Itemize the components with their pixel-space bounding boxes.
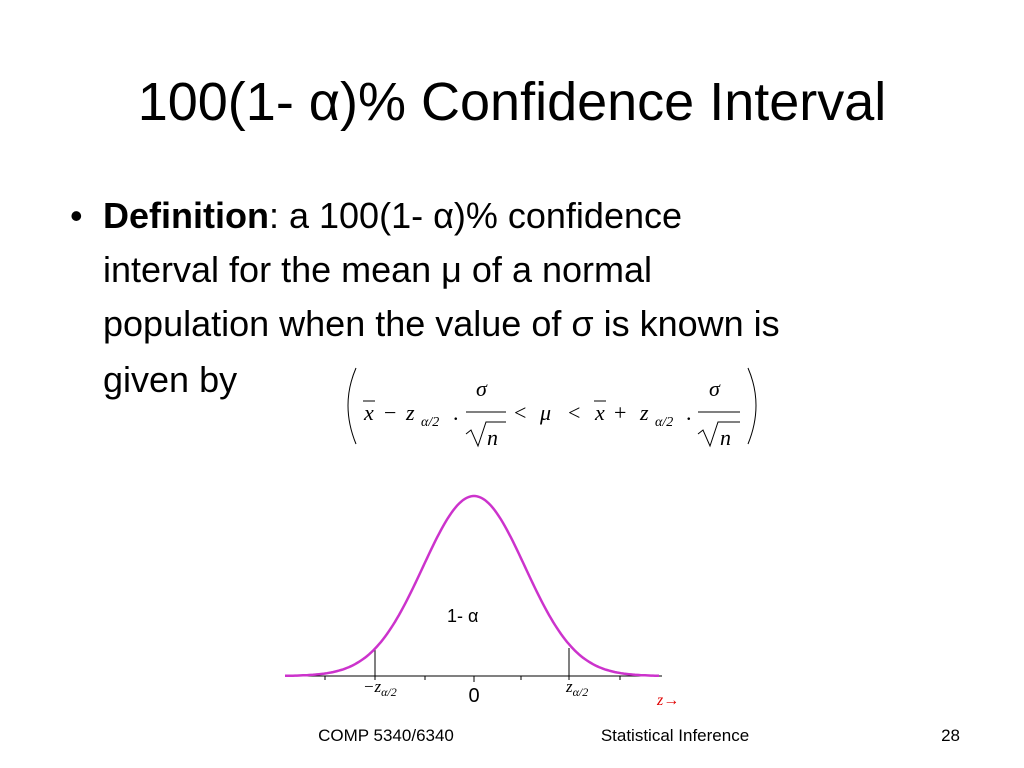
subscript: α/2 xyxy=(381,685,397,699)
formula-token: < xyxy=(568,400,580,425)
line-text: : a 100(1- α)% confidence xyxy=(269,195,682,236)
z: z xyxy=(565,677,573,696)
formula-token: . xyxy=(686,400,692,425)
formula-token: − xyxy=(384,400,396,425)
critical-label: zα/2 xyxy=(565,677,588,699)
sqrt xyxy=(697,421,740,448)
bullet-line: population when the value of σ is known … xyxy=(103,303,780,344)
z: −z xyxy=(363,677,381,696)
formula-token: μ xyxy=(539,400,551,425)
zero-label: 0 xyxy=(468,685,479,707)
formula-token: σ xyxy=(476,376,488,401)
formula-token: < xyxy=(514,400,526,425)
formula-token: α/2 xyxy=(421,415,439,430)
paren xyxy=(347,367,357,445)
formula-token: x xyxy=(363,400,374,425)
formula-token: . xyxy=(453,400,459,425)
formula-token: σ xyxy=(709,376,721,401)
normal-curve xyxy=(285,494,659,678)
area-label: 1- α xyxy=(447,606,478,626)
bullet-dot: • xyxy=(70,195,83,236)
page-number: 28 xyxy=(941,726,960,745)
normal-curve-diagram: 1- α −zα/2 0 zα/2 z→ xyxy=(285,494,679,709)
footer-left: COMP 5340/6340 xyxy=(318,726,454,745)
formula-token: α/2 xyxy=(655,415,673,430)
bullet-line: interval for the mean μ of a normal xyxy=(103,249,652,290)
formula-token: z xyxy=(639,400,649,425)
bullet-line: Definition: a 100(1- α)% confidence xyxy=(103,195,682,236)
subscript: α/2 xyxy=(573,685,589,699)
term: Definition xyxy=(103,195,269,236)
slide-title: 100(1- α)% Confidence Interval xyxy=(138,72,887,132)
formula-token: x xyxy=(594,400,605,425)
paren xyxy=(747,367,757,445)
formula-token: z xyxy=(405,400,415,425)
bullet-line: given by xyxy=(103,359,237,400)
formula-token: + xyxy=(614,400,626,425)
axis-label: z→ xyxy=(656,692,679,709)
sqrt xyxy=(465,421,506,448)
formula: x − z α/2 .σn< μ < x + z α/2 .σn xyxy=(347,367,757,450)
critical-label: −zα/2 xyxy=(363,677,397,699)
footer-center: Statistical Inference xyxy=(601,726,749,745)
formula-token: n xyxy=(720,425,731,450)
formula-token: n xyxy=(487,425,498,450)
